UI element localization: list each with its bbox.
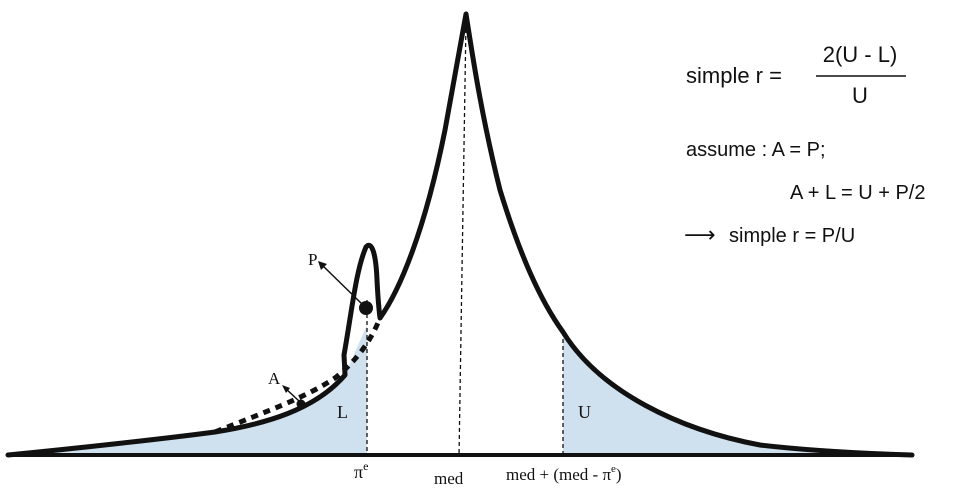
arrow-icon: ⟶ [684, 222, 716, 247]
formula-assume: assume : A = P; [686, 139, 826, 161]
median-line [458, 21, 467, 458]
formula-denominator: U [852, 83, 868, 108]
label-med: med [434, 469, 464, 488]
label-A: A [268, 369, 281, 388]
A-arrowhead [282, 385, 290, 393]
P-arrowhead [318, 261, 327, 270]
shaded-region-L [8, 325, 367, 455]
formula-result: simple r = P/U [729, 225, 855, 247]
formula-balance: A + L = U + P/2 [790, 182, 925, 204]
P-arrow [319, 262, 363, 305]
formula-simple-r-lhs: simple r = [686, 63, 782, 88]
label-U: U [578, 402, 591, 422]
A-dot [296, 399, 306, 409]
label-med-plus: med + (med - πe) [506, 463, 622, 484]
formula-numerator: 2(U - L) [823, 42, 898, 67]
label-P: P [308, 250, 317, 269]
distribution-curve [5, 11, 915, 458]
expected-curve-dotted [214, 317, 383, 435]
shaded-region-U [563, 332, 912, 455]
label-L: L [337, 402, 348, 422]
label-pi-e: πe [354, 459, 368, 482]
P-dot [359, 301, 373, 315]
